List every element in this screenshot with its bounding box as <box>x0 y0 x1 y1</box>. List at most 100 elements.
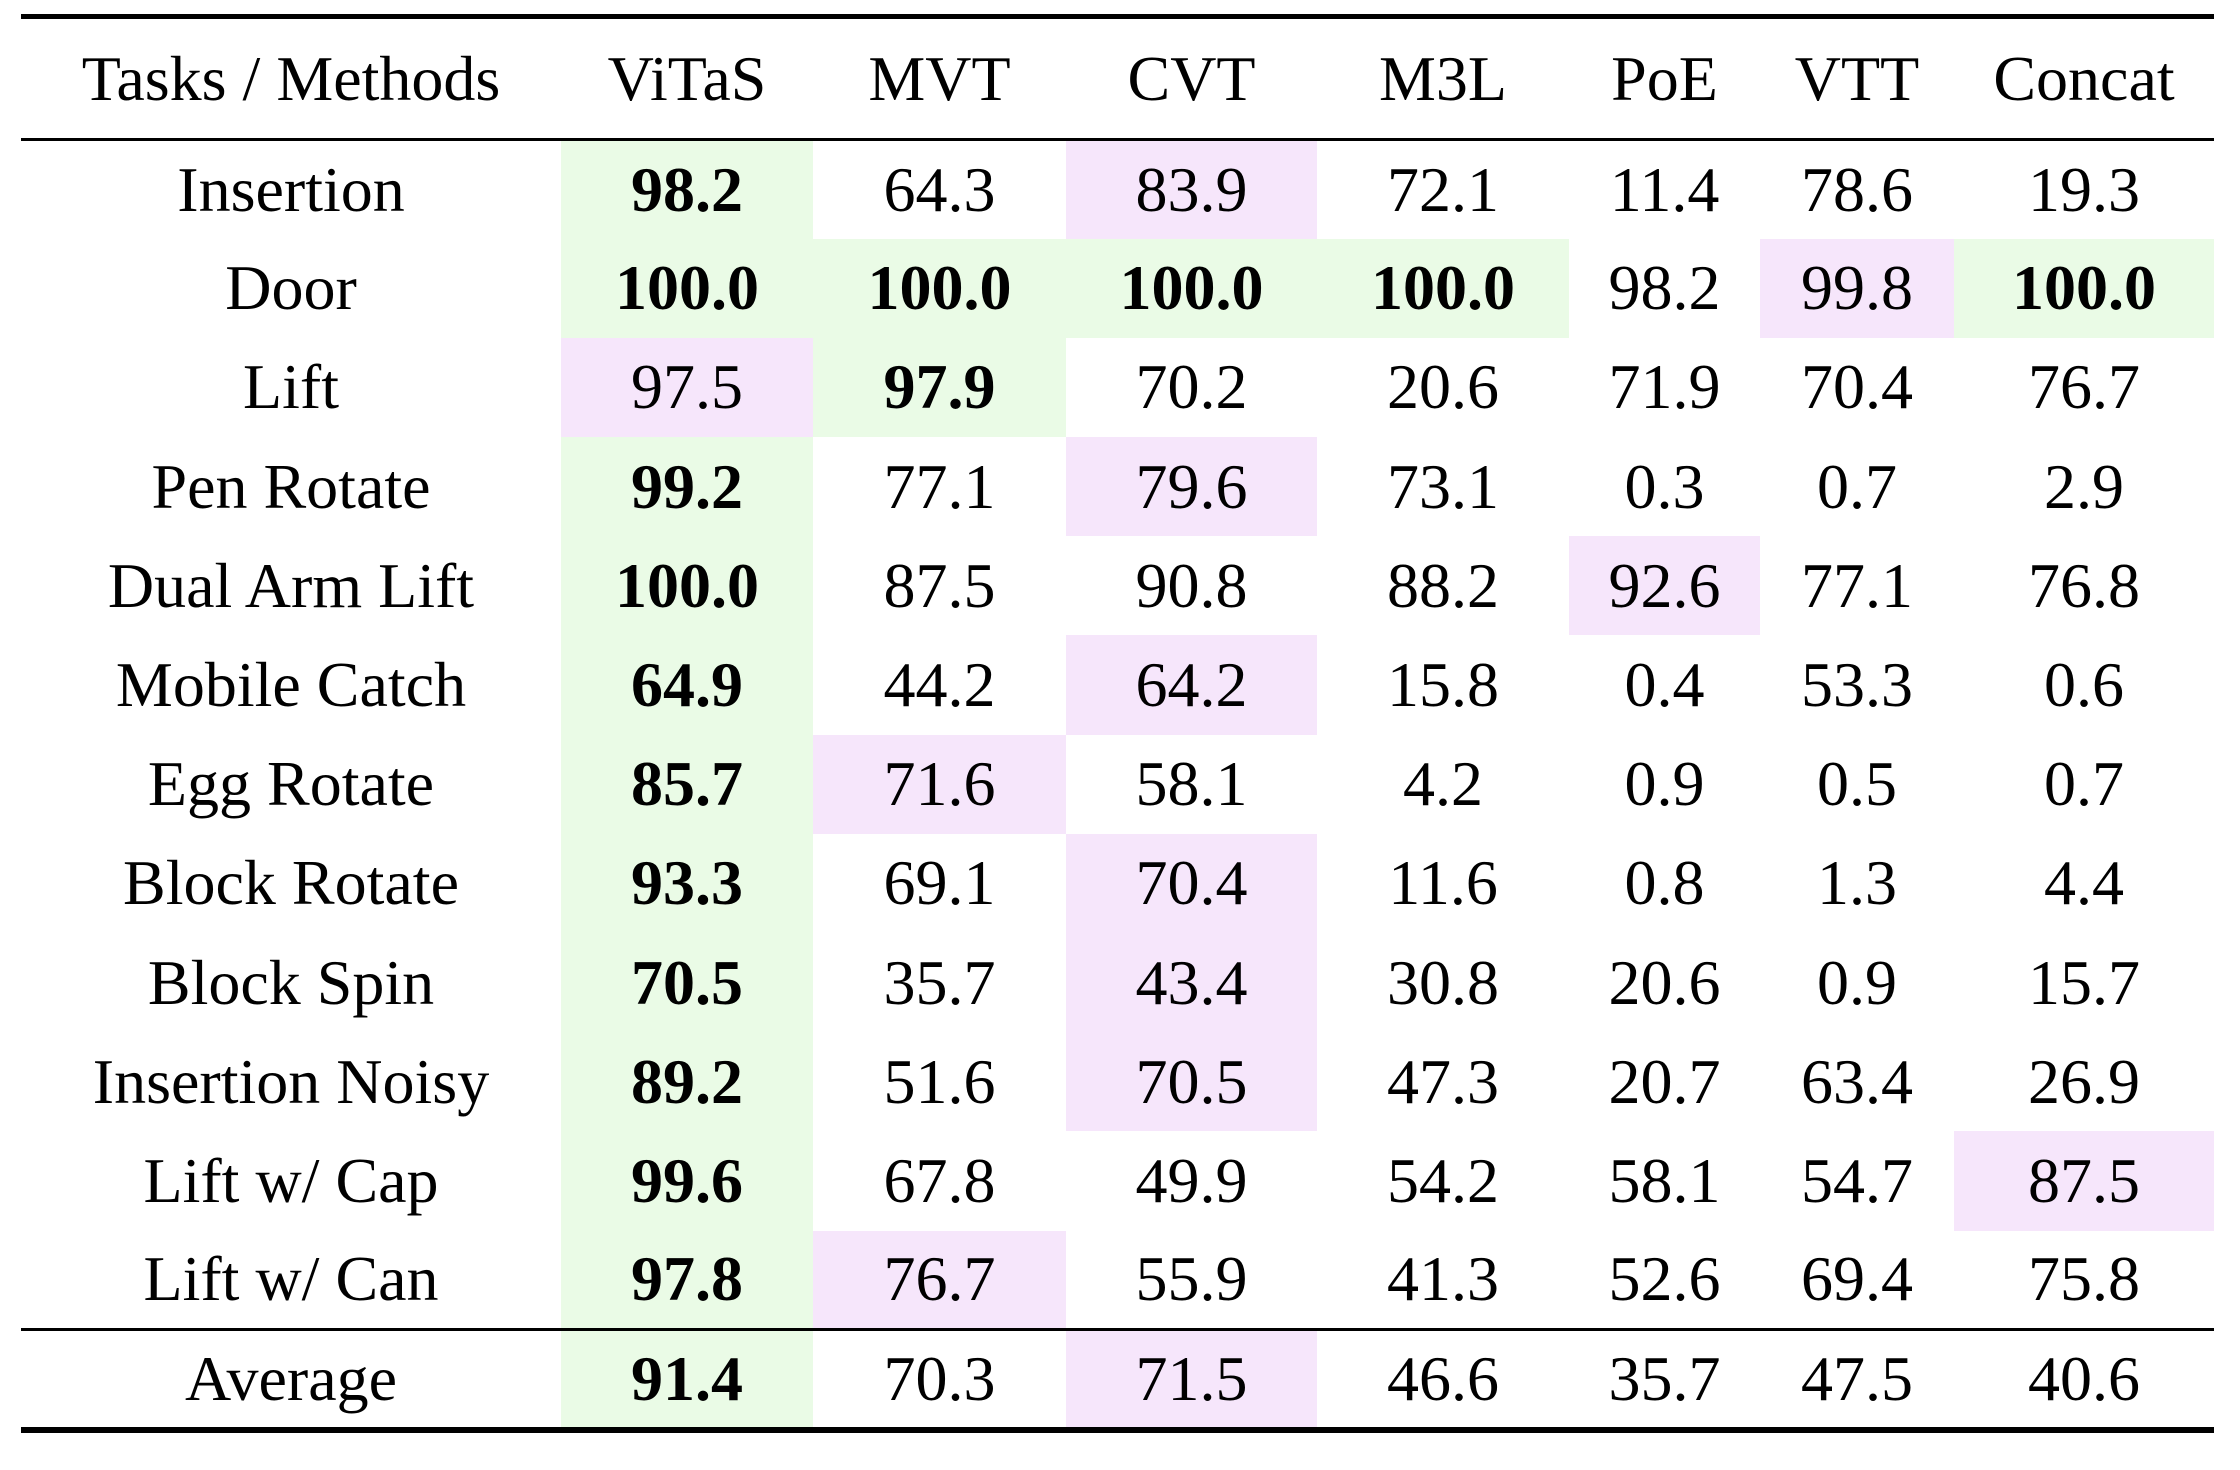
task-row: Insertion Noisy 89.2 51.6 70.5 47.3 20.7 63.4 2… <box>21 1032 2214 1132</box>
score-cell: 97.5 <box>561 337 813 438</box>
score-cell: 73.1 <box>1387 450 1499 522</box>
score-cell: 99.8 <box>1760 238 1954 338</box>
task-row: Mobile Catch 64.9 44.2 64.2 15.8 0.4 53.3 0.6 <box>21 635 2214 735</box>
score-cell: 76.7 <box>813 1230 1066 1330</box>
method-header: Concat <box>1954 16 2214 141</box>
task-row: Door 100.0 100.0 100.0 100.0 98.2 99.8 100.0 <box>21 238 2214 338</box>
method-header: MVT <box>813 16 1066 141</box>
score-cell: 20.6 <box>1608 946 1721 1018</box>
task-name: Lift <box>243 351 339 423</box>
score-cell: 47.3 <box>1387 1045 1499 1117</box>
results-table: Tasks / Methods ViTaS MVT CVT M3L PoE VTT Conca… <box>21 14 2214 1433</box>
score-cell: 0.9 <box>1624 748 1705 820</box>
score-cell: 54.2 <box>1387 1144 1499 1216</box>
score-cell: 87.5 <box>1954 1131 2214 1231</box>
score-cell: 64.9 <box>561 635 813 735</box>
score-cell: 55.9 <box>1135 1243 1248 1315</box>
task-row: Egg Rotate 85.7 71.6 58.1 4.2 0.9 0.5 0.7 <box>21 734 2214 834</box>
score-cell: 72.1 <box>1387 153 1499 225</box>
score-cell: 98.2 <box>1608 252 1721 324</box>
score-cell: 44.2 <box>883 649 996 721</box>
score-cell: 20.7 <box>1608 1045 1721 1117</box>
score-cell: 79.6 <box>1066 437 1317 537</box>
header-corner: Tasks / Methods <box>21 16 561 141</box>
score-cell: 83.9 <box>1066 139 1317 239</box>
score-cell: 1.3 <box>1817 847 1897 919</box>
score-cell: 100.0 <box>1317 238 1569 338</box>
score-cell: 15.7 <box>2028 946 2140 1018</box>
method-header: CVT <box>1066 16 1317 141</box>
score-cell: 4.4 <box>2044 847 2124 919</box>
score-cell: 26.9 <box>2028 1045 2140 1117</box>
score-cell: 88.2 <box>1387 549 1499 621</box>
score-cell: 97.8 <box>561 1230 813 1330</box>
score-cell: 2.9 <box>2044 450 2124 522</box>
task-row: Lift w/ Cap 99.6 67.8 49.9 54.2 58.1 54.7 87.5 <box>21 1131 2214 1231</box>
score-cell: 70.4 <box>1801 351 1913 423</box>
average-row: Average 91.4 70.3 71.5 46.6 35.7 47.5 40.6 <box>21 1328 2214 1430</box>
score-cell: 15.8 <box>1387 649 1499 721</box>
score-cell: 0.4 <box>1624 649 1705 721</box>
score-cell: 69.1 <box>883 847 996 919</box>
score-cell: 30.8 <box>1387 946 1499 1018</box>
table-body: Insertion 98.2 64.3 83.9 72.1 11.4 78.6 19.3 Doo… <box>21 139 2214 1330</box>
score-cell: 41.3 <box>1387 1243 1499 1315</box>
score-cell: 0.3 <box>1624 450 1705 522</box>
score-cell: 43.4 <box>1066 933 1317 1033</box>
task-name: Block Rotate <box>123 847 459 919</box>
score-cell: 70.5 <box>1066 1032 1317 1132</box>
score-cell: 20.6 <box>1387 351 1499 423</box>
task-row: Dual Arm Lift 100.0 87.5 90.8 88.2 92.6 77.1 76… <box>21 536 2214 636</box>
task-row: Lift w/ Can 97.8 76.7 55.9 41.3 52.6 69.4 75.8 <box>21 1230 2214 1330</box>
score-cell: 85.7 <box>561 734 813 834</box>
task-row: Block Rotate 93.3 69.1 70.4 11.6 0.8 1.3 4.4 <box>21 833 2214 933</box>
method-header: VTT <box>1760 16 1954 141</box>
score-cell: 70.4 <box>1066 833 1317 933</box>
score-cell: 58.1 <box>1135 748 1248 820</box>
score-cell: 4.2 <box>1403 748 1483 820</box>
score-cell: 64.3 <box>883 153 996 225</box>
score-cell: 49.9 <box>1135 1144 1248 1216</box>
score-cell: 92.6 <box>1569 536 1760 636</box>
task-name: Pen Rotate <box>151 450 431 522</box>
score-cell: 100.0 <box>561 536 813 636</box>
table-footer: Average 91.4 70.3 71.5 46.6 35.7 47.5 40.6 <box>21 1328 2214 1430</box>
task-name: Average <box>21 1328 561 1430</box>
score-cell: 100.0 <box>561 238 813 338</box>
score-cell: 35.7 <box>1569 1328 1760 1430</box>
score-cell: 53.3 <box>1801 649 1913 721</box>
score-cell: 71.9 <box>1608 351 1721 423</box>
score-cell: 78.6 <box>1801 153 1913 225</box>
score-cell: 19.3 <box>2028 153 2140 225</box>
score-cell: 89.2 <box>561 1032 813 1132</box>
score-cell: 67.8 <box>883 1144 996 1216</box>
score-cell: 70.5 <box>561 933 813 1033</box>
score-cell: 100.0 <box>1066 238 1317 338</box>
score-cell: 71.5 <box>1066 1328 1317 1430</box>
score-cell: 76.8 <box>2028 549 2140 621</box>
score-cell: 35.7 <box>883 946 996 1018</box>
score-cell: 98.2 <box>561 139 813 239</box>
header-row: Tasks / Methods ViTaS MVT CVT M3L PoE VTT Conca… <box>21 16 2214 141</box>
method-header: M3L <box>1317 16 1569 141</box>
task-name: Lift w/ Cap <box>143 1144 439 1216</box>
score-cell: 0.9 <box>1817 946 1897 1018</box>
score-cell: 70.2 <box>1135 351 1248 423</box>
task-name: Door <box>225 252 357 324</box>
table-header: Tasks / Methods ViTaS MVT CVT M3L PoE VTT Conca… <box>21 16 2214 141</box>
score-cell: 11.6 <box>1388 847 1498 919</box>
task-name: Dual Arm Lift <box>107 549 475 621</box>
score-cell: 71.6 <box>813 734 1066 834</box>
score-cell: 93.3 <box>561 833 813 933</box>
task-name: Mobile Catch <box>115 649 467 721</box>
score-cell: 40.6 <box>1954 1328 2214 1430</box>
score-cell: 63.4 <box>1801 1045 1913 1117</box>
score-cell: 0.6 <box>2044 649 2124 721</box>
task-row: Pen Rotate 99.2 77.1 79.6 73.1 0.3 0.7 2.9 <box>21 437 2214 537</box>
method-header: PoE <box>1569 16 1760 141</box>
task-row: Block Spin 70.5 35.7 43.4 30.8 20.6 0.9 15.7 <box>21 933 2214 1033</box>
score-cell: 87.5 <box>883 549 996 621</box>
score-cell: 91.4 <box>561 1328 813 1430</box>
score-cell: 54.7 <box>1801 1144 1913 1216</box>
